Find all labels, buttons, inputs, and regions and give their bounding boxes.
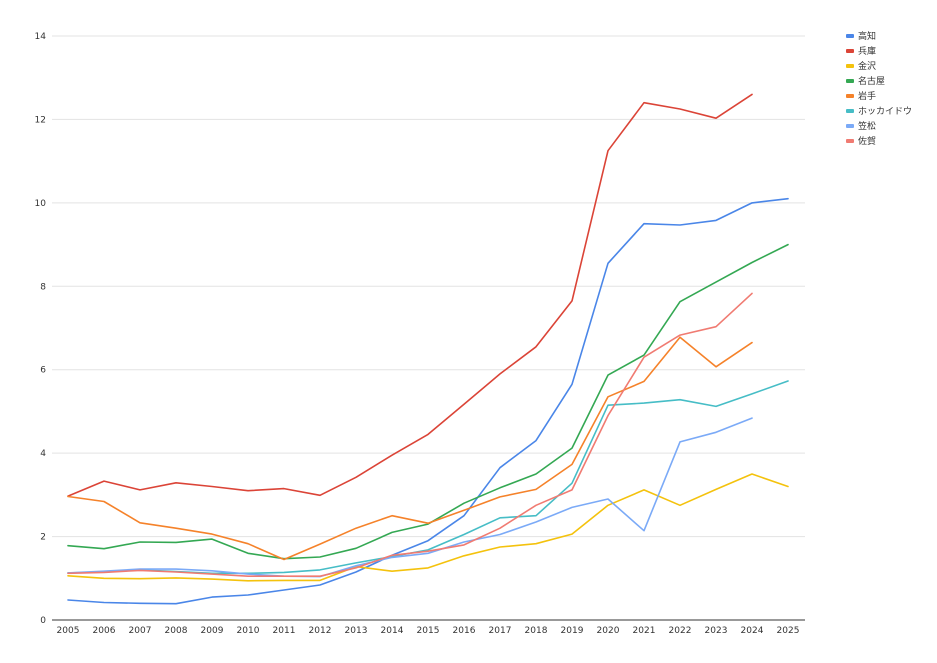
- y-tick-label: 2: [40, 533, 46, 543]
- y-tick-label: 8: [40, 282, 46, 292]
- series-line-5: [67, 380, 789, 575]
- legend-label: 佐賀: [858, 135, 876, 147]
- x-tick-label: 2005: [57, 626, 80, 636]
- legend-label: 笠松: [858, 120, 876, 132]
- x-tick-label: 2023: [705, 626, 728, 636]
- x-tick-label: 2020: [597, 626, 620, 636]
- y-tick-label: 12: [35, 115, 46, 125]
- legend-swatch: [846, 139, 854, 143]
- legend-swatch: [846, 64, 854, 68]
- x-tick-label: 2010: [237, 626, 260, 636]
- legend-label: 高知: [858, 30, 876, 42]
- x-tick-label: 2016: [453, 626, 476, 636]
- x-tick-label: 2021: [633, 626, 656, 636]
- x-tick-label: 2011: [273, 626, 296, 636]
- legend-swatch: [846, 49, 854, 53]
- axes: 0 2 4 6 8 10 12 14 2005 2006 2007 2008 2009 2010 2011 2…: [35, 32, 805, 636]
- x-tick-label: 2019: [561, 626, 584, 636]
- x-tick-label: 2012: [309, 626, 332, 636]
- series-line-7: [67, 292, 753, 577]
- legend-label: 兵庫: [858, 45, 876, 57]
- x-tick-label: 2025: [777, 626, 800, 636]
- y-tick-label: 6: [40, 366, 46, 376]
- legend-swatch: [846, 94, 854, 98]
- legend-label: 金沢: [858, 60, 876, 72]
- gridlines: [52, 35, 805, 538]
- y-tick-label: 0: [40, 616, 46, 626]
- y-tick-label: 4: [40, 449, 46, 459]
- legend-label: 名古屋: [858, 75, 885, 87]
- legend-swatch: [846, 79, 854, 83]
- series-line-1: [67, 93, 753, 497]
- y-tick-label: 14: [35, 32, 47, 42]
- legend-label: ホッカイドウ: [858, 106, 912, 117]
- x-tick-label: 2008: [165, 626, 188, 636]
- x-tick-label: 2014: [381, 626, 404, 636]
- series-line-0: [67, 197, 789, 605]
- x-tick-label: 2024: [741, 626, 764, 636]
- series-line-4: [67, 336, 753, 561]
- x-tick-label: 2018: [525, 626, 548, 636]
- x-tick-label: 2015: [417, 626, 440, 636]
- legend-label: 岩手: [858, 90, 876, 102]
- series-line-3: [67, 243, 789, 560]
- series-lines: [67, 93, 789, 605]
- x-tick-label: 2017: [489, 626, 512, 636]
- legend-swatch: [846, 34, 854, 38]
- x-tick-label: 2009: [201, 626, 224, 636]
- legend-swatch: [846, 109, 854, 113]
- y-tick-label: 10: [35, 199, 47, 209]
- series-line-2: [67, 473, 789, 582]
- x-tick-label: 2007: [129, 626, 152, 636]
- series-line-6: [67, 417, 753, 578]
- x-tick-label: 2022: [669, 626, 692, 636]
- legend-swatch: [846, 124, 854, 128]
- x-tick-label: 2013: [345, 626, 368, 636]
- x-tick-label: 2006: [93, 626, 116, 636]
